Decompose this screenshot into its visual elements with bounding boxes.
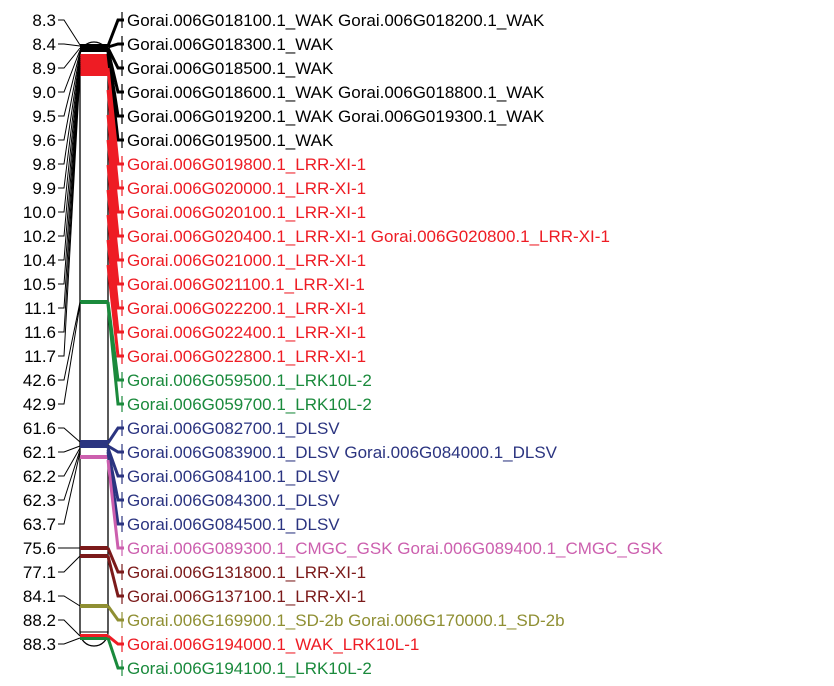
chromosome-band (80, 637, 108, 640)
position-connector (58, 71, 81, 357)
gene-label: Gorai.006G131800.1_LRR-XI-1 (127, 563, 366, 582)
gene-label: Gorai.006G020100.1_LRR-XI-1 (127, 203, 366, 222)
gene-label: Gorai.006G022400.1_LRR-XI-1 (127, 323, 366, 342)
gene-label: Gorai.006G084500.1_DLSV (127, 515, 340, 534)
position-connector (58, 61, 81, 237)
position-label: 77.1 (23, 563, 56, 582)
position-connector (58, 637, 81, 645)
position-label: 88.3 (23, 635, 56, 654)
gene-label: Gorai.006G021100.1_LRR-XI-1 (127, 275, 365, 294)
position-connector (58, 57, 81, 189)
position-connector (58, 451, 81, 525)
position-connector (58, 303, 81, 405)
chromosome-band (80, 634, 108, 637)
chromosome-band (80, 440, 108, 448)
gene-label: Gorai.006G018100.1_WAK Gorai.006G018200.… (127, 11, 545, 30)
gene-label: Gorai.006G089300.1_CMGC_GSK Gorai.006G08… (127, 539, 663, 558)
position-label: 10.5 (23, 275, 56, 294)
gene-label: Gorai.006G194000.1_WAK_LRK10L-1 (127, 635, 419, 654)
position-connector (58, 301, 81, 381)
chromosome-band (80, 546, 108, 550)
gene-label: Gorai.006G022200.1_LRR-XI-1 (127, 299, 366, 318)
position-connector (58, 447, 81, 477)
position-connector (58, 63, 81, 261)
position-connector (58, 427, 81, 443)
chromosome-band (80, 54, 108, 76)
chromosome-band (80, 604, 108, 608)
position-connector (58, 555, 81, 573)
position-label: 42.6 (23, 371, 56, 390)
position-connector (58, 55, 81, 165)
gene-label: Gorai.006G083900.1_DLSV Gorai.006G084000… (127, 443, 558, 462)
position-labels: 8.3 8.4 8.9 9.0 9.5 9.6 9.8 9.9 10.0 10.2 10.4 10.5… (23, 11, 81, 654)
position-label: 9.9 (32, 179, 56, 198)
chromosome-band (80, 554, 108, 558)
position-label: 8.9 (32, 59, 56, 78)
position-connector (58, 449, 81, 501)
position-connector (58, 619, 81, 637)
position-label: 10.2 (23, 227, 56, 246)
gene-label: Gorai.006G082700.1_DLSV (127, 419, 340, 438)
gene-label: Gorai.006G019800.1_LRR-XI-1 (127, 155, 366, 174)
position-label: 11.1 (24, 299, 56, 318)
position-connector (58, 49, 81, 93)
position-label: 9.0 (32, 83, 56, 102)
position-label: 75.6 (23, 539, 56, 558)
chromosome-band (80, 44, 108, 52)
position-connector (58, 445, 81, 453)
position-connector (58, 47, 81, 69)
position-label: 11.7 (24, 347, 56, 366)
gene-label: Gorai.006G169900.1_SD-2b Gorai.006G17000… (127, 611, 565, 630)
position-connector (58, 595, 81, 607)
position-label: 63.7 (23, 515, 56, 534)
position-label: 84.1 (23, 587, 56, 606)
position-label: 10.0 (23, 203, 56, 222)
gene-label: Gorai.006G059700.1_LRK10L-2 (127, 395, 372, 414)
gene-label: Gorai.006G020400.1_LRR-XI-1 Gorai.006G02… (127, 227, 610, 246)
position-connector (58, 65, 81, 285)
position-connector (58, 43, 81, 47)
gene-label: Gorai.006G021000.1_LRR-XI-1 (127, 251, 366, 270)
gene-label: Gorai.006G018300.1_WAK (127, 35, 334, 54)
position-label: 88.2 (23, 611, 56, 630)
position-connector (58, 69, 81, 333)
gene-label: Gorai.006G022800.1_LRR-XI-1 (127, 347, 366, 366)
position-connector (58, 51, 81, 117)
chromosome-group (79, 41, 109, 647)
gene-label: Gorai.006G019500.1_WAK (127, 131, 334, 150)
gene-label: Gorai.006G059500.1_LRK10L-2 (127, 371, 372, 390)
gene-label: Gorai.006G020000.1_LRR-XI-1 (127, 179, 366, 198)
position-label: 8.3 (32, 11, 56, 30)
position-label: 9.5 (32, 107, 56, 126)
gene-label: Gorai.006G194100.1_LRK10L-2 (127, 659, 372, 678)
position-connector (58, 59, 81, 213)
chromosome-band (80, 455, 108, 459)
position-label: 9.8 (32, 155, 56, 174)
position-label: 62.1 (23, 443, 56, 462)
position-label: 62.2 (23, 467, 56, 486)
position-label: 10.4 (23, 251, 56, 270)
position-label: 62.3 (23, 491, 56, 510)
gene-label: Gorai.006G084300.1_DLSV (127, 491, 340, 510)
gene-label: Gorai.006G137100.1_LRR-XI-1 (127, 587, 366, 606)
position-label: 42.9 (23, 395, 56, 414)
gene-label: Gorai.006G019200.1_WAK Gorai.006G019300.… (127, 107, 545, 126)
gene-labels: Gorai.006G018100.1_WAK Gorai.006G018200.… (106, 11, 663, 678)
position-connector (58, 19, 81, 46)
position-connector (58, 67, 81, 309)
chromosome-band (80, 300, 108, 304)
position-label: 8.4 (32, 35, 56, 54)
position-label: 9.6 (32, 131, 56, 150)
gene-label: Gorai.006G018500.1_WAK (127, 59, 334, 78)
position-connector (58, 53, 81, 141)
gene-label: Gorai.006G018600.1_WAK Gorai.006G018800.… (127, 83, 545, 102)
position-label: 61.6 (23, 419, 56, 438)
position-label: 11.6 (24, 323, 56, 342)
gene-label: Gorai.006G084100.1_DLSV (127, 467, 340, 486)
